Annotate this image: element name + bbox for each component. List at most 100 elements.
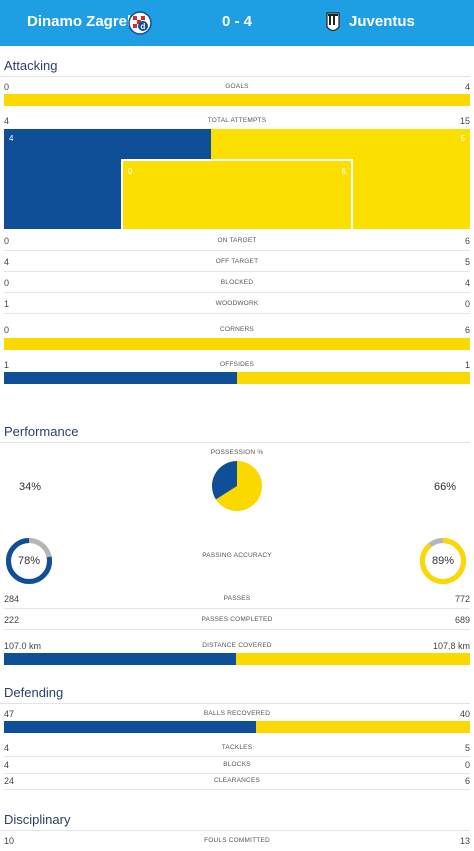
stat-row-balls-recovered: 47 BALLS RECOVERED 40 <box>4 707 470 721</box>
home-value: 4 <box>4 257 10 267</box>
dinamo-zagreb-crest-icon: d <box>128 11 152 35</box>
stat-row-offsides: 1 OFFSIDES 1 <box>4 358 470 372</box>
away-value: 5 <box>464 743 470 753</box>
home-value: 0 <box>4 325 10 335</box>
away-value: 0 <box>464 760 470 770</box>
stat-label: PASSES <box>223 595 251 602</box>
section-divider <box>0 76 470 77</box>
stat-label: BLOCKS <box>223 761 251 768</box>
on-target-home-value: 0 <box>128 167 133 176</box>
section-divider <box>0 703 470 704</box>
row-divider <box>4 756 470 757</box>
stat-label: BLOCKED <box>220 279 254 286</box>
stat-row-passes-completed: 222 PASSES COMPLETED 689 <box>4 613 470 627</box>
home-team-name[interactable]: Dinamo Zagreb <box>27 13 137 30</box>
balls-recovered-bar-home-fill <box>4 721 256 733</box>
stat-row-total-attempts: 4 TOTAL ATTEMPTS 15 <box>4 114 470 128</box>
attempts-home-block-value: 4 <box>9 134 14 143</box>
away-value: 15 <box>459 116 470 126</box>
stat-label: CLEARANCES <box>213 777 261 784</box>
home-value: 4 <box>4 760 10 770</box>
away-value: 6 <box>464 776 470 786</box>
home-value: 1 <box>4 360 10 370</box>
home-value: 1 <box>4 299 10 309</box>
home-value: 0 <box>4 236 10 246</box>
away-value: 772 <box>454 594 470 604</box>
row-divider <box>4 629 470 630</box>
stat-row-possession: POSSESSION % <box>4 446 470 460</box>
attempts-chart: 4 5 0 6 <box>4 129 470 229</box>
stat-label: CORNERS <box>220 326 254 333</box>
away-value: 40 <box>459 709 470 719</box>
stat-row-blocks: 4 BLOCKS 0 <box>4 758 470 772</box>
row-divider <box>4 313 470 314</box>
stat-row-woodwork: 1 WOODWORK 0 <box>4 297 470 311</box>
stat-label: OFFSIDES <box>219 361 255 368</box>
balls-recovered-bar <box>4 721 470 733</box>
stat-row-goals: 0 GOALS 4 <box>4 80 470 94</box>
home-value: 0 <box>4 278 10 288</box>
away-value: 107.8 km <box>432 641 470 651</box>
passing-accuracy-away-value: 89% <box>431 555 455 567</box>
goals-bar <box>4 94 470 106</box>
stat-row-distance-covered: 107.0 km DISTANCE COVERED 107.8 km <box>4 639 470 653</box>
section-title-defending: Defending <box>4 685 64 700</box>
stat-row-fouls-committed: 10 FOULS COMMITTED 13 <box>4 834 470 848</box>
offsides-bar-home-fill <box>4 372 237 384</box>
stat-label: TACKLES <box>221 744 253 751</box>
home-value: 222 <box>4 615 20 625</box>
possession-away-value: 66% <box>434 481 457 493</box>
stat-row-blocked: 0 BLOCKED 4 <box>4 276 470 290</box>
section-divider <box>0 830 470 831</box>
row-divider <box>4 608 470 609</box>
juventus-crest-icon <box>326 12 340 32</box>
possession-pie-home-slice <box>212 461 237 500</box>
stat-label: FOULS COMMITTED <box>204 837 270 844</box>
stat-row-off-target: 4 OFF TARGET 5 <box>4 255 470 269</box>
away-value: 689 <box>454 615 470 625</box>
attempts-on-target-block: 0 6 <box>121 159 353 229</box>
home-value: 107.0 km <box>4 641 42 651</box>
stat-row-passes: 284 PASSES 772 <box>4 592 470 606</box>
home-value: 0 <box>4 82 10 92</box>
passing-accuracy-away-ring <box>420 538 466 584</box>
stat-label: WOODWORK <box>215 300 259 307</box>
ring-away-fill <box>420 538 466 584</box>
match-header: Dinamo Zagreb d 0 - 4 Juventus <box>0 0 474 46</box>
stat-row-passing-accuracy: PASSING ACCURACY <box>4 549 470 563</box>
away-value: 4 <box>464 82 470 92</box>
passing-accuracy-home-value: 78% <box>17 555 41 567</box>
stat-label: POSSESSION % <box>210 449 264 456</box>
passing-accuracy-home-ring <box>6 538 52 584</box>
row-divider <box>4 292 470 293</box>
possession-home-value: 34% <box>19 481 42 493</box>
section-title-performance: Performance <box>4 424 79 439</box>
stat-label: TOTAL ATTEMPTS <box>207 117 267 124</box>
stat-label: OFF TARGET <box>215 258 259 265</box>
corners-bar <box>4 338 470 350</box>
row-divider <box>4 773 470 774</box>
distance-covered-bar <box>4 653 470 665</box>
stat-label: GOALS <box>225 83 249 90</box>
match-score: 0 - 4 <box>221 13 252 30</box>
stat-label: PASSES COMPLETED <box>201 616 273 623</box>
away-value: 6 <box>464 325 470 335</box>
stat-row-tackles: 4 TACKLES 5 <box>4 741 470 755</box>
section-divider <box>0 442 470 443</box>
away-value: 0 <box>464 299 470 309</box>
away-value: 6 <box>464 236 470 246</box>
home-value: 10 <box>4 836 15 846</box>
row-divider <box>4 271 470 272</box>
section-title-attacking: Attacking <box>4 58 58 73</box>
possession-pie-chart <box>212 461 262 511</box>
home-value: 284 <box>4 594 20 604</box>
away-value: 13 <box>459 836 470 846</box>
attempts-away-block-value: 5 <box>460 134 465 143</box>
away-value: 5 <box>464 257 470 267</box>
stat-row-corners: 0 CORNERS 6 <box>4 323 470 337</box>
stat-label: DISTANCE COVERED <box>202 642 272 649</box>
away-team-name[interactable]: Juventus <box>349 13 415 30</box>
away-value: 4 <box>464 278 470 288</box>
svg-text:d: d <box>141 22 146 31</box>
offsides-bar <box>4 372 470 384</box>
